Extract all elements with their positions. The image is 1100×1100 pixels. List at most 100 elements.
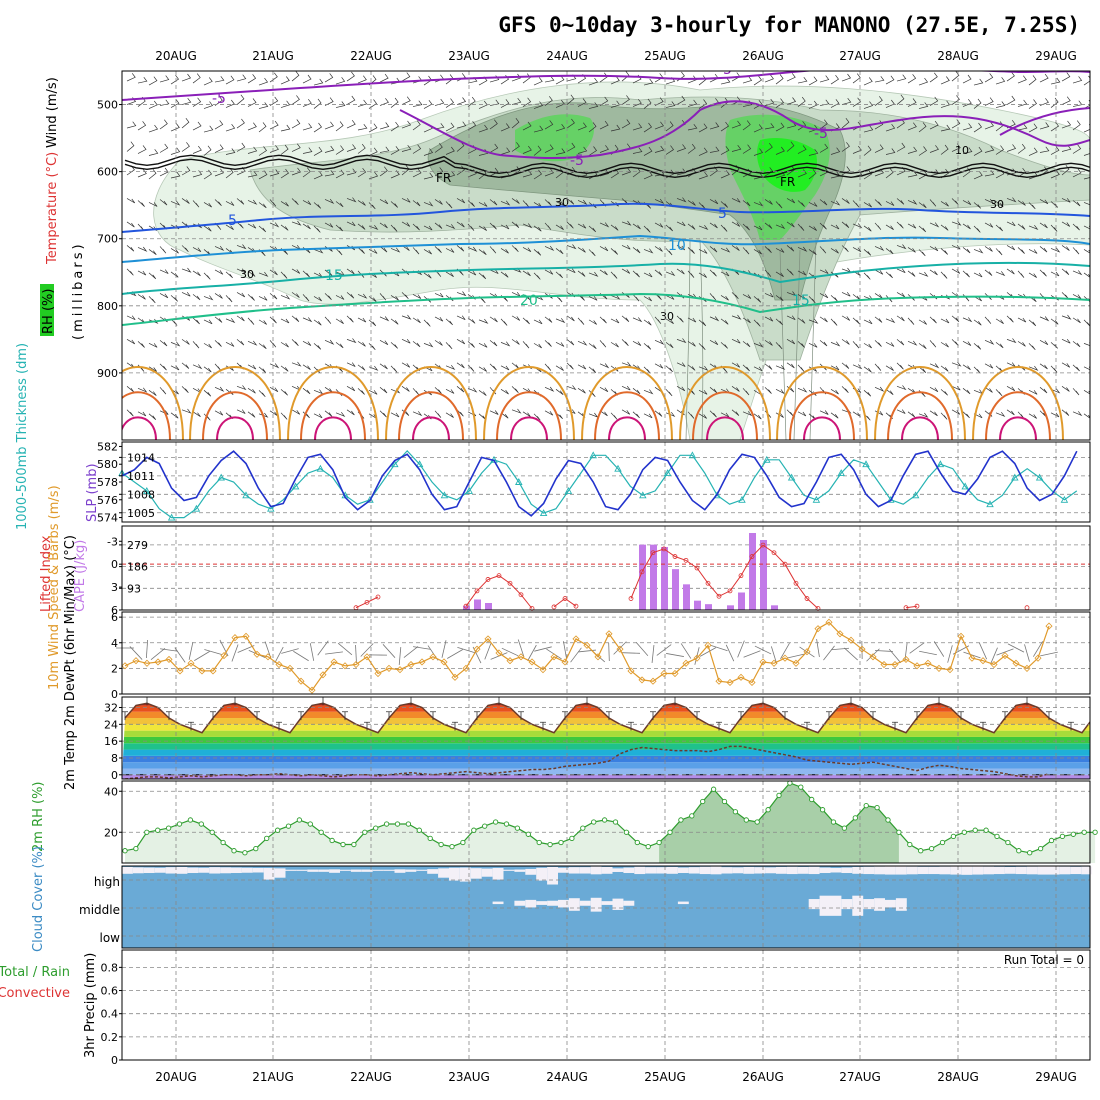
wind-barb — [874, 144, 884, 153]
cloud-mid-gap — [623, 900, 635, 906]
wind-barb — [654, 145, 665, 153]
lifted-index-marker — [474, 588, 480, 594]
wind-barb — [1028, 249, 1038, 254]
wind-barb — [984, 121, 994, 130]
wind10m-marker — [198, 667, 206, 675]
wind-barb — [599, 169, 610, 177]
rh2m-marker — [362, 829, 368, 835]
wind-barb — [390, 365, 398, 373]
y-tick-label: 0 — [111, 688, 118, 701]
wind-barb — [775, 201, 783, 209]
wind-barb — [555, 342, 565, 347]
wind-barb — [654, 121, 664, 130]
wind-barb — [676, 168, 687, 176]
wind-barb — [423, 319, 431, 327]
wind-barb — [632, 223, 641, 230]
wind10m-marker — [1001, 651, 1009, 660]
wind-barb — [357, 317, 367, 323]
wind-barb — [456, 221, 465, 228]
lifted-index-marker — [628, 596, 634, 601]
wind-barb — [984, 222, 994, 228]
wind-barb — [841, 142, 850, 152]
cloud-high-gap — [721, 867, 733, 874]
wind-barb — [390, 97, 399, 108]
wind-barb — [621, 244, 631, 250]
wind-barb — [1083, 249, 1090, 254]
rh2m-marker — [1059, 833, 1066, 839]
wind10m-marker — [363, 653, 371, 661]
wind-barb — [335, 101, 346, 108]
wind-barb — [907, 223, 917, 229]
wind-barb — [830, 295, 838, 302]
temp-label-5-a: 5 — [228, 213, 237, 229]
rh2m-axis-label: 2m RH (%) — [31, 781, 46, 852]
wind10m-barb — [666, 653, 684, 657]
wind-barb — [929, 96, 939, 106]
temp2m-whisker — [276, 721, 282, 731]
wind-barb — [599, 316, 607, 324]
freezing-label-a: FR — [436, 171, 451, 185]
wind-barb — [863, 249, 872, 256]
cape-bars — [463, 533, 778, 610]
wind-barb — [181, 117, 190, 129]
wind-barb — [170, 271, 179, 278]
wind10m-barb — [360, 643, 374, 657]
wind-barb — [1061, 72, 1071, 82]
wind-barb — [500, 271, 509, 278]
wind-barb — [401, 362, 411, 368]
lifted-index-marker — [496, 573, 502, 579]
wind-barb — [819, 222, 827, 230]
wind-barb — [775, 248, 785, 253]
cloud-high-gap — [209, 867, 221, 874]
wind-barb — [819, 293, 829, 299]
rh2m-marker — [318, 829, 324, 835]
wind-barb — [302, 98, 312, 107]
wind-barb — [346, 71, 355, 82]
wind-barb — [973, 225, 981, 233]
cape-bar — [738, 592, 745, 610]
wind10m-marker — [737, 673, 745, 681]
wind-barb — [1072, 317, 1081, 324]
rh2m-marker — [1037, 846, 1044, 852]
cloud-high-gap — [950, 866, 962, 875]
wind-barb — [885, 168, 894, 179]
wind-barb — [269, 293, 278, 300]
wind-barb — [808, 318, 819, 324]
wind-barb — [192, 294, 201, 301]
temperature-contour-labels: -5 -5 -5 -5 5 5 10 15 15 20 FR FR — [212, 71, 828, 309]
rh2m-marker — [1048, 837, 1055, 844]
wind10m-marker — [517, 653, 525, 661]
wind-barb — [533, 77, 543, 86]
rh-label-c: 30 — [990, 198, 1004, 211]
cloud-high-gap — [710, 866, 722, 875]
wind-barb — [181, 142, 190, 152]
wind-barb — [610, 318, 620, 324]
wind-barb — [456, 121, 467, 129]
wind10m-barb — [770, 646, 778, 664]
rh2m-marker — [623, 829, 630, 835]
rh2m-marker — [907, 841, 913, 848]
lifted-index-marker — [738, 573, 744, 579]
wind-barb — [973, 146, 983, 156]
wind10m-barb — [990, 647, 998, 665]
wind10m-barb — [501, 647, 519, 657]
wind-barb — [698, 224, 709, 230]
wind-barb — [808, 169, 817, 180]
wind-barb — [467, 387, 478, 393]
wind10m-marker — [792, 659, 800, 667]
wind10m-marker — [627, 667, 635, 675]
wind-barb — [291, 292, 300, 298]
wind-barb — [192, 364, 203, 370]
thickness-marker — [391, 460, 399, 468]
rh2m-marker — [329, 837, 335, 844]
temp2m-whisker — [716, 721, 722, 731]
wind-barb — [863, 413, 871, 421]
thickness-marker — [936, 460, 945, 468]
wind-barb — [555, 365, 564, 371]
y-tick-label: 600 — [97, 166, 118, 179]
rh2m-area-dark — [659, 783, 899, 863]
wind-barb — [456, 245, 465, 252]
y-tick-label: 6 — [111, 611, 118, 624]
wind10m-marker — [979, 657, 987, 665]
wind-barb — [643, 343, 652, 350]
